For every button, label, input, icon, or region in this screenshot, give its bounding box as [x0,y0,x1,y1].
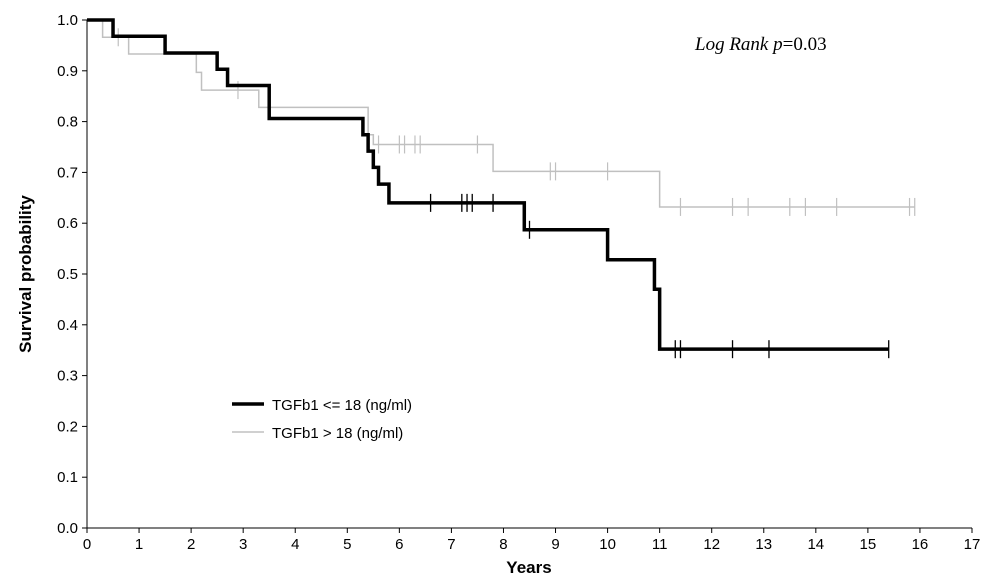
y-tick-label: 0.1 [57,469,78,486]
log-rank-value: =0.03 [783,34,827,55]
x-tick-label: 7 [447,536,455,553]
y-tick-label: 1.0 [57,12,78,29]
x-tick-label: 3 [239,536,247,553]
series-1 [87,18,890,359]
plot-area: 0 1 2 3 4 5 6 7 8 9 10 11 12 13 14 15 16 17 0.00.10.20.30… [57,12,980,553]
x-tick-label: 13 [755,536,772,553]
y-tick-label: 0.3 [57,368,78,385]
x-tick-label: 15 [860,536,877,553]
x-tick-label: 1 [135,536,143,553]
survival-step-line [87,19,915,208]
x-tick-label: 16 [912,536,929,553]
series-2 [87,19,916,216]
legend: TGFb1 <= 18 (ng/ml) TGFb1 > 18 (ng/ml) [232,397,412,442]
y-tick-label: 0.9 [57,63,78,80]
y-tick-label: 0.7 [57,164,78,181]
y-axis-title: Survival probability [16,195,35,353]
survival-step-line [87,18,889,351]
y-tick-label: 0.5 [57,266,78,283]
y-tick-label: 0.4 [57,317,78,334]
log-rank-annotation: Log Rank p=0.03 [694,34,827,55]
x-tick-label: 10 [599,536,616,553]
legend-label-series-2: TGFb1 > 18 (ng/ml) [272,425,403,442]
x-tick-label: 17 [964,536,981,553]
x-tick-label: 6 [395,536,403,553]
x-axis-title: Years [506,558,551,577]
x-tick-label: 8 [499,536,507,553]
log-rank-label: Log Rank p [694,34,783,55]
y-tick-label: 0.6 [57,215,78,232]
x-tick-label: 12 [703,536,720,553]
y-tick-label: 0.0 [57,520,78,537]
x-axis-ticks: 0 1 2 3 4 5 6 7 8 9 10 11 12 13 14 15 16 17 [83,528,981,553]
x-tick-label: 0 [83,536,91,553]
legend-label-series-1: TGFb1 <= 18 (ng/ml) [272,397,412,414]
x-tick-label: 9 [551,536,559,553]
x-tick-label: 4 [291,536,299,553]
x-tick-label: 14 [807,536,824,553]
y-tick-label: 0.8 [57,114,78,131]
x-tick-label: 5 [343,536,351,553]
y-axis-ticks: 0.0 0.1 0.2 0.3 0.4 0.5 0.6 0.7 0.8 0.9 1.0 [57,12,87,537]
x-tick-label: 11 [652,536,668,553]
series-layer [87,18,916,359]
y-tick-label: 0.2 [57,418,78,435]
x-tick-label: 2 [187,536,195,553]
